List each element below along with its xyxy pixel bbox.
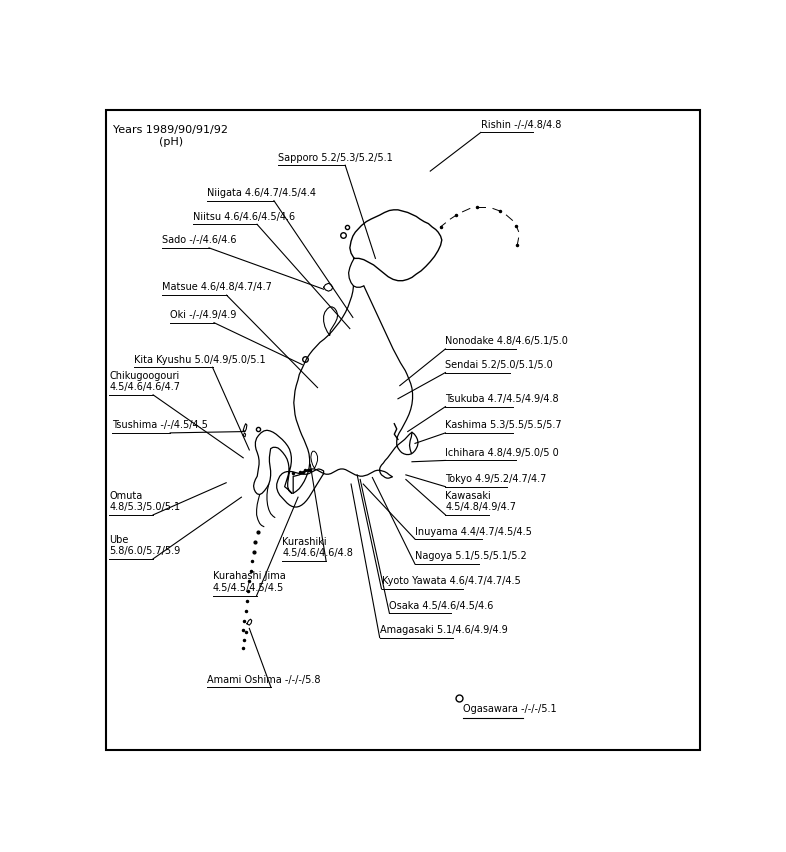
Text: Omuta
4.8/5.3/5.0/5.1: Omuta 4.8/5.3/5.0/5.1 [109,491,180,512]
Text: Osaka 4.5/4.6/4.5/4.6: Osaka 4.5/4.6/4.5/4.6 [389,601,494,611]
Text: Sapporo 5.2/5.3/5.2/5.1: Sapporo 5.2/5.3/5.2/5.1 [278,153,393,163]
Text: Niitsu 4.6/4.6/4.5/4.6: Niitsu 4.6/4.6/4.5/4.6 [193,211,295,222]
Text: Oki -/-/4.9/4.9: Oki -/-/4.9/4.9 [170,310,237,320]
Text: Tsukuba 4.7/4.5/4.9/4.8: Tsukuba 4.7/4.5/4.9/4.8 [446,394,559,404]
Text: Chikugoogouri
4.5/4.6/4.6/4.7: Chikugoogouri 4.5/4.6/4.6/4.7 [109,371,180,392]
Text: Years 1989/90/91/92
(pH): Years 1989/90/91/92 (pH) [113,125,229,147]
Text: Sendai 5.2/5.0/5.1/5.0: Sendai 5.2/5.0/5.1/5.0 [446,360,553,370]
Text: Tsushima -/-/4.5/4.5: Tsushima -/-/4.5/4.5 [112,420,208,430]
Text: Tokyo 4.9/5.2/4.7/4.7: Tokyo 4.9/5.2/4.7/4.7 [446,474,547,484]
Text: Amami Oshima -/-/-/5.8: Amami Oshima -/-/-/5.8 [207,675,320,685]
Text: Inuyama 4.4/4.7/4.5/4.5: Inuyama 4.4/4.7/4.5/4.5 [415,527,532,537]
Text: Niigata 4.6/4.7/4.5/4.4: Niigata 4.6/4.7/4.5/4.4 [207,188,316,198]
Text: Kashima 5.3/5.5/5.5/5.7: Kashima 5.3/5.5/5.5/5.7 [446,420,562,430]
Text: Kawasaki
4.5/4.8/4.9/4.7: Kawasaki 4.5/4.8/4.9/4.7 [446,491,516,512]
Text: Ichihara 4.8/4.9/5.0/5 0: Ichihara 4.8/4.9/5.0/5 0 [446,448,559,458]
Text: Kyoto Yawata 4.6/4.7/4.7/4.5: Kyoto Yawata 4.6/4.7/4.7/4.5 [381,577,520,586]
Text: Ube
5.8/6.0/5.7/5.9: Ube 5.8/6.0/5.7/5.9 [109,534,181,556]
Text: Kita Kyushu 5.0/4.9/5.0/5.1: Kita Kyushu 5.0/4.9/5.0/5.1 [134,354,265,365]
Text: Nagoya 5.1/5.5/5.1/5.2: Nagoya 5.1/5.5/5.1/5.2 [415,551,527,561]
Text: Kurahashi Jima
4.5/4.5/4.5/4.5: Kurahashi Jima 4.5/4.5/4.5/4.5 [213,572,285,593]
Text: Ogasawara -/-/-/5.1: Ogasawara -/-/-/5.1 [462,704,556,714]
Text: Amagasaki 5.1/4.6/4.9/4.9: Amagasaki 5.1/4.6/4.9/4.9 [380,625,508,635]
Text: Kurashiki
4.5/4.6/4.6/4.8: Kurashiki 4.5/4.6/4.6/4.8 [282,537,353,558]
Text: Matsue 4.6/4.8/4.7/4.7: Matsue 4.6/4.8/4.7/4.7 [162,283,272,292]
Text: Nonodake 4.8/4.6/5.1/5.0: Nonodake 4.8/4.6/5.1/5.0 [446,337,568,346]
Text: Rishin -/-/4.8/4.8: Rishin -/-/4.8/4.8 [481,120,561,130]
Text: Sado -/-/4.6/4.6: Sado -/-/4.6/4.6 [162,235,237,245]
